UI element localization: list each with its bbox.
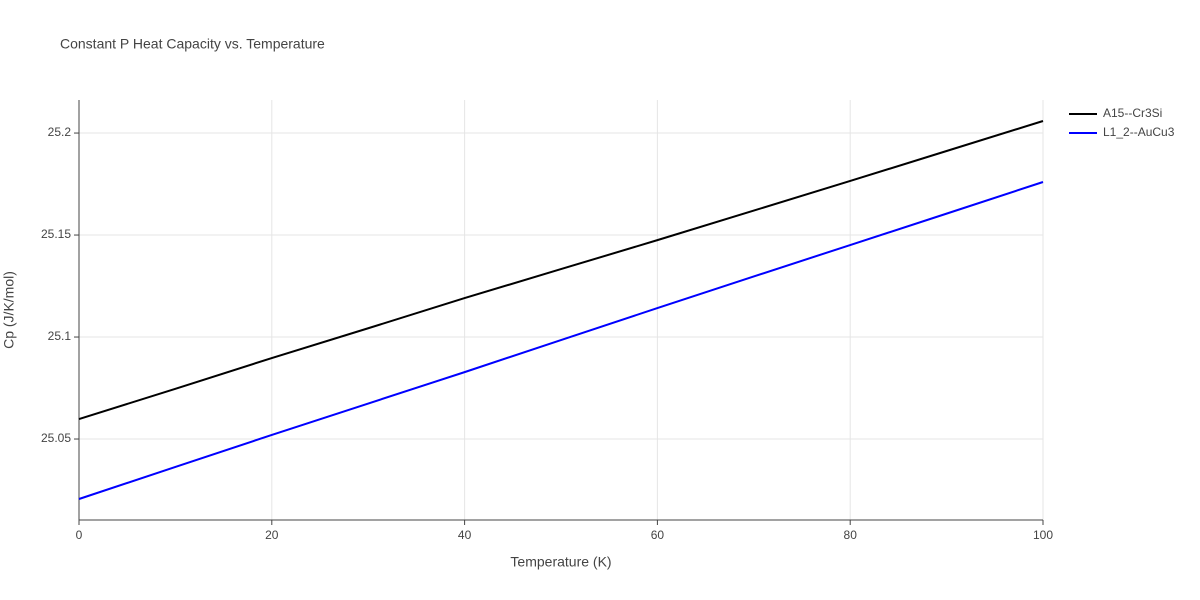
y-tick-label: 25.1 [48, 329, 72, 343]
legend-label: A15--Cr3Si [1103, 106, 1162, 120]
x-tick-label: 40 [458, 528, 472, 542]
x-tick-label: 60 [651, 528, 665, 542]
x-tick-label: 0 [76, 528, 83, 542]
y-tick-label: 25.2 [48, 125, 72, 139]
chart-title: Constant P Heat Capacity vs. Temperature [60, 36, 325, 52]
x-tick-label: 100 [1033, 528, 1053, 542]
line-series [78, 120, 1044, 420]
x-axis-title: Temperature (K) [510, 554, 611, 570]
x-tick-label: 20 [265, 528, 279, 542]
y-axis-title: Cp (J/K/mol) [1, 271, 17, 349]
y-tick-label: 25.05 [41, 431, 71, 445]
y-tick-label: 25.15 [41, 227, 71, 241]
line-series [78, 181, 1044, 500]
legend-label: L1_2--AuCu3 [1103, 125, 1175, 139]
x-tick-label: 80 [844, 528, 858, 542]
